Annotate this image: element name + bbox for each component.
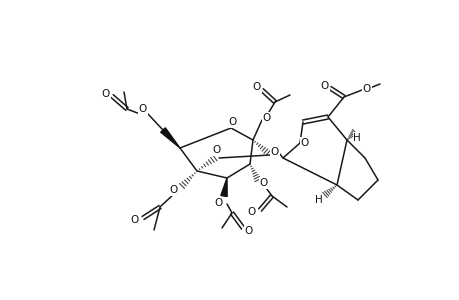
Text: O: O [362,84,370,94]
Text: O: O [262,113,270,123]
Text: O: O [247,207,256,217]
Text: O: O [214,198,223,208]
Text: O: O [229,117,236,127]
Text: H: H [353,133,360,143]
Polygon shape [220,178,227,196]
Text: O: O [320,81,328,91]
Text: O: O [244,226,252,236]
Text: O: O [300,138,308,148]
Polygon shape [160,128,179,148]
Text: O: O [169,185,178,195]
Text: H: H [314,195,322,205]
Text: O: O [139,104,147,114]
Text: O: O [252,82,261,92]
Text: O: O [270,147,279,157]
Text: O: O [259,178,268,188]
Text: O: O [213,145,221,155]
Text: O: O [101,89,110,99]
Text: O: O [131,215,139,225]
